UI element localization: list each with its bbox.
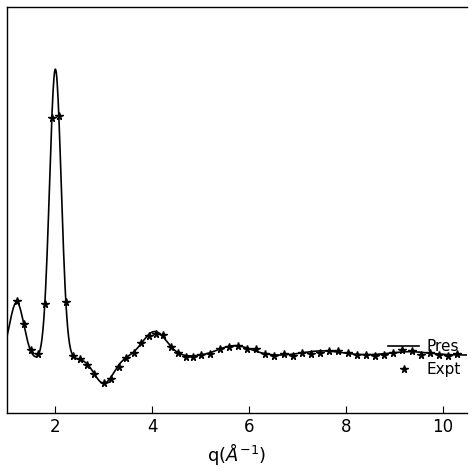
Expt: [455, 351, 460, 357]
Pres: [364, 352, 370, 357]
Pres: [464, 352, 470, 358]
Expt: [272, 354, 277, 359]
Line: Expt: Expt: [13, 112, 461, 387]
Expt: [317, 350, 323, 356]
Expt: [253, 346, 259, 352]
Pres: [4, 334, 10, 339]
Expt: [56, 113, 62, 118]
Line: Pres: Pres: [7, 69, 467, 383]
Pres: [321, 348, 327, 354]
Expt: [84, 362, 90, 367]
X-axis label: q($\AA^{-1}$): q($\AA^{-1}$): [208, 441, 266, 467]
Expt: [101, 380, 107, 386]
Pres: [191, 353, 197, 359]
Expt: [281, 351, 286, 356]
Pres: [53, 66, 58, 72]
Legend: Pres, Expt: Pres, Expt: [381, 332, 469, 385]
Expt: [175, 350, 181, 356]
Pres: [101, 381, 107, 386]
Expt: [14, 299, 19, 304]
Pres: [372, 352, 378, 357]
Pres: [208, 350, 213, 356]
Pres: [51, 75, 57, 81]
